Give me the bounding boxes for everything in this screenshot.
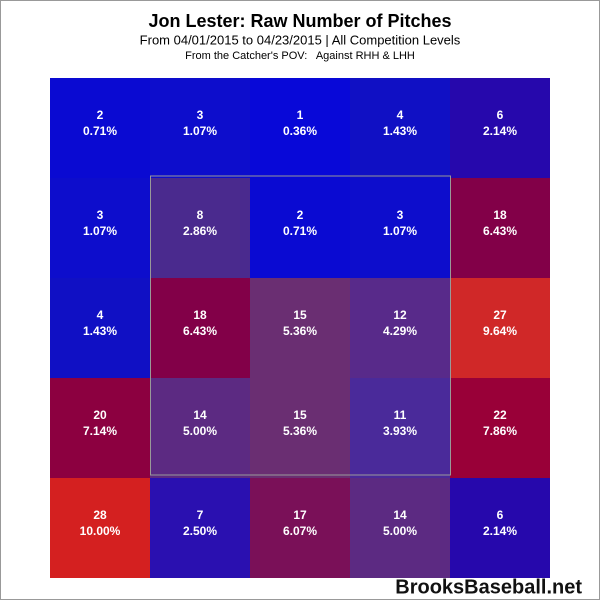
cell-percent: 5.36% <box>283 424 317 438</box>
cell-count: 4 <box>397 108 404 122</box>
cell-percent: 2.14% <box>483 124 517 138</box>
heat-cell <box>350 478 450 578</box>
heat-cell <box>450 278 550 378</box>
cell-percent: 5.00% <box>183 424 217 438</box>
cell-percent: 6.07% <box>283 524 317 538</box>
cell-count: 15 <box>293 308 307 322</box>
cell-percent: 2.14% <box>483 524 517 538</box>
cell-percent: 1.43% <box>83 324 117 338</box>
heat-cell <box>350 78 450 178</box>
cell-percent: 9.64% <box>483 324 517 338</box>
cell-percent: 4.29% <box>383 324 417 338</box>
cell-count: 18 <box>493 208 507 222</box>
cell-percent: 5.36% <box>283 324 317 338</box>
heat-cell <box>450 178 550 278</box>
cell-count: 3 <box>397 208 404 222</box>
heat-cell <box>250 378 350 478</box>
grid: 2 0.71% 3 1.07% 1 0.36% 4 1.43% 6 2.14% 3 1.07% 8 2.8… <box>50 78 550 578</box>
cell-count: 2 <box>97 108 104 122</box>
heat-cell <box>350 278 450 378</box>
heat-cell <box>50 278 150 378</box>
heat-cell <box>250 78 350 178</box>
cell-count: 2 <box>297 208 304 222</box>
cell-count: 3 <box>97 208 104 222</box>
chart-note: From the Catcher's POV: Against RHH & LH… <box>185 50 415 62</box>
chart-title: Jon Lester: Raw Number of Pitches <box>148 11 451 31</box>
cell-count: 4 <box>97 308 104 322</box>
cell-percent: 3.93% <box>383 424 417 438</box>
heat-cell <box>50 478 150 578</box>
cell-percent: 1.07% <box>383 224 417 238</box>
cell-count: 6 <box>497 108 504 122</box>
heat-cell <box>450 78 550 178</box>
cell-count: 11 <box>394 408 407 422</box>
cell-percent: 0.71% <box>83 124 117 138</box>
strike-zone <box>150 175 451 476</box>
heat-cell <box>50 178 150 278</box>
cell-percent: 6.43% <box>183 324 217 338</box>
heat-cell <box>350 378 450 478</box>
heat-cell <box>450 378 550 478</box>
cell-count: 18 <box>193 308 207 322</box>
heat-cell <box>150 78 250 178</box>
cell-count: 15 <box>293 408 307 422</box>
cell-count: 14 <box>193 408 207 422</box>
cell-count: 6 <box>497 508 504 522</box>
heat-cell <box>350 178 450 278</box>
cell-percent: 7.14% <box>83 424 117 438</box>
cell-percent: 2.50% <box>183 524 217 538</box>
heat-cell <box>250 278 350 378</box>
cell-percent: 10.00% <box>80 524 121 538</box>
cell-count: 20 <box>93 408 107 422</box>
cell-count: 12 <box>393 308 407 322</box>
heat-cell <box>50 378 150 478</box>
heat-cell <box>150 378 250 478</box>
cell-percent: 7.86% <box>483 424 517 438</box>
watermark: BrooksBaseball.net <box>395 576 582 598</box>
cell-count: 27 <box>493 308 507 322</box>
heat-cell <box>150 178 250 278</box>
cell-count: 17 <box>293 508 307 522</box>
cell-percent: 1.07% <box>183 124 217 138</box>
heat-cell <box>450 478 550 578</box>
cell-count: 22 <box>493 408 507 422</box>
heat-cell <box>150 278 250 378</box>
cell-percent: 0.71% <box>283 224 317 238</box>
cell-count: 7 <box>197 508 204 522</box>
cell-percent: 0.36% <box>283 124 317 138</box>
cell-count: 3 <box>197 108 204 122</box>
cell-percent: 2.86% <box>183 224 217 238</box>
heat-cell <box>250 478 350 578</box>
heat-cell <box>250 178 350 278</box>
cell-percent: 1.43% <box>383 124 417 138</box>
cell-percent: 1.07% <box>83 224 117 238</box>
heat-cell <box>150 478 250 578</box>
cell-count: 8 <box>197 208 204 222</box>
cell-percent: 6.43% <box>483 224 517 238</box>
cell-percent: 5.00% <box>383 524 417 538</box>
chart-subtitle: From 04/01/2015 to 04/23/2015 | All Comp… <box>140 32 461 47</box>
heat-cell <box>50 78 150 178</box>
cell-count: 14 <box>393 508 407 522</box>
cell-count: 28 <box>93 508 107 522</box>
cell-count: 1 <box>297 108 304 122</box>
